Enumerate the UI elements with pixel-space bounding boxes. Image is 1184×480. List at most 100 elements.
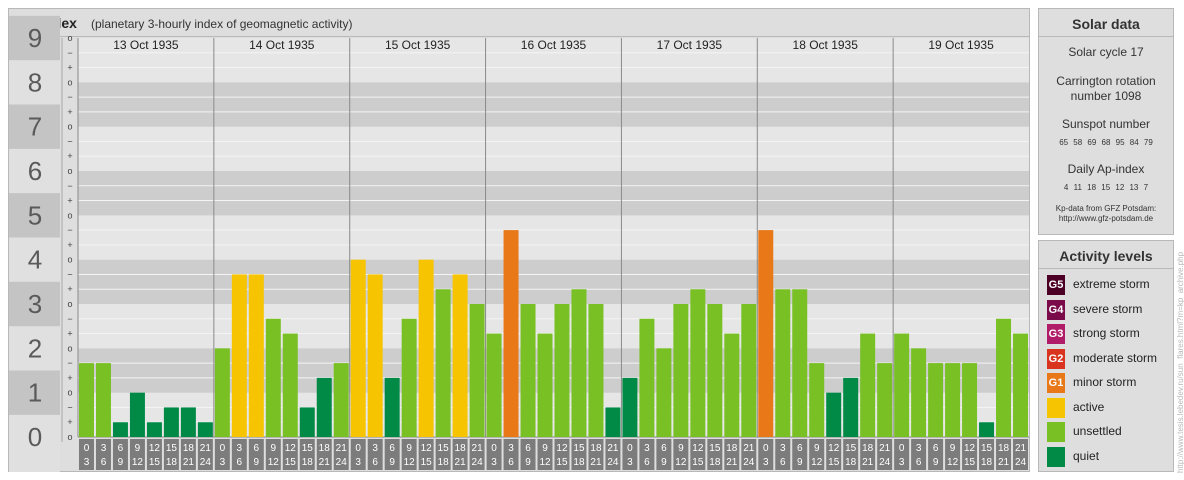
minor-tick-label: − — [67, 136, 72, 146]
interval-cell — [265, 439, 281, 470]
interval-start-label: 6 — [661, 443, 667, 454]
interval-end-label: 24 — [607, 457, 619, 468]
y-tick-band — [9, 281, 60, 327]
interval-end-label: 6 — [237, 457, 243, 468]
kp-bar — [605, 407, 621, 437]
interval-start-label: 12 — [556, 443, 568, 454]
interval-cell — [316, 439, 332, 470]
interval-start-label: 21 — [879, 443, 891, 454]
interval-end-label: 18 — [845, 457, 857, 468]
daily-ap-title: Daily Ap-index — [1067, 162, 1145, 176]
kp-band-8 — [78, 38, 1029, 83]
interval-start-label: 3 — [644, 443, 650, 454]
kp-bar — [843, 377, 859, 437]
y-tick-label: 1 — [28, 378, 42, 408]
interval-start-label: 9 — [406, 443, 412, 454]
legend-label: strong storm — [1073, 326, 1140, 340]
y-tick-label: 6 — [28, 156, 42, 186]
chart-subtitle: (planetary 3-hourly index of geomagnetic… — [91, 17, 353, 31]
interval-cell — [639, 439, 655, 470]
kp-bar — [214, 348, 230, 437]
legend-label: active — [1073, 399, 1105, 414]
kp-bar — [792, 289, 808, 437]
interval-start-label: 12 — [828, 443, 840, 454]
kp-bar — [146, 422, 162, 437]
interval-end-label: 9 — [933, 457, 939, 468]
interval-end-label: 21 — [998, 457, 1010, 468]
interval-start-label: 3 — [916, 443, 922, 454]
interval-start-label: 9 — [135, 443, 141, 454]
legend-label: unsettled — [1073, 424, 1122, 438]
interval-end-label: 9 — [797, 457, 803, 468]
solar-data-title: Solar data — [1072, 16, 1140, 32]
legend-label: moderate storm — [1073, 350, 1158, 365]
interval-cell — [231, 439, 247, 470]
minor-tick-label: − — [67, 269, 72, 279]
kp-bar — [469, 304, 485, 437]
data-source-link[interactable]: http://www.gfz-potsdam.de — [1058, 214, 1154, 223]
interval-start-label: 12 — [149, 443, 161, 454]
interval-end-label: 12 — [947, 457, 959, 468]
kp-bar — [350, 259, 366, 437]
interval-start-label: 9 — [271, 443, 277, 454]
interval-cell — [79, 439, 94, 470]
interval-cell — [469, 439, 485, 470]
interval-start-label: 6 — [933, 443, 939, 454]
kp-bar — [911, 348, 927, 437]
solar-cycle: Solar cycle 17 — [1068, 45, 1144, 59]
minor-tick-label: o — [67, 166, 72, 176]
interval-start-label: 0 — [491, 443, 497, 454]
legend-label: severe storm — [1073, 301, 1143, 316]
interval-start-label: 12 — [285, 443, 297, 454]
day-label: 16 Oct 1935 — [521, 38, 587, 52]
interval-start-label: 0 — [627, 443, 633, 454]
interval-end-label: 21 — [726, 457, 738, 468]
kp-bar — [418, 259, 434, 437]
interval-cell — [928, 439, 944, 470]
interval-end-label: 3 — [355, 457, 361, 468]
interval-start-label: 3 — [237, 443, 243, 454]
kp-bar — [537, 333, 553, 437]
interval-cell — [826, 439, 842, 470]
interval-end-label: 12 — [675, 457, 687, 468]
interval-cell — [656, 439, 672, 470]
kp-bar — [163, 407, 179, 437]
activity-levels-panel: Activity levels G5 extreme storm G4 severe … — [1038, 240, 1174, 472]
minor-tick-label: + — [67, 329, 72, 339]
minor-tick-label: + — [67, 373, 72, 383]
interval-cell — [163, 439, 179, 470]
source-credit: http://www.tesis.lebedev.ru/sun_flares.h… — [1176, 251, 1184, 473]
y-tick-label: 3 — [28, 289, 42, 319]
minor-tick-label: − — [67, 92, 72, 102]
kp-bar — [520, 304, 536, 437]
interval-cell — [418, 439, 434, 470]
interval-end-label: 3 — [491, 457, 497, 468]
interval-end-label: 15 — [421, 457, 433, 468]
interval-cell — [554, 439, 570, 470]
day-label: 14 Oct 1935 — [249, 38, 315, 52]
kp-band-5 — [78, 171, 1029, 216]
day-label: 17 Oct 1935 — [657, 38, 723, 52]
minor-tick-label: o — [67, 122, 72, 132]
kp-band-3 — [78, 259, 1029, 304]
interval-cell — [333, 439, 349, 470]
carrington-rotation-label: Carrington rotation — [1056, 74, 1156, 88]
minor-tick-label: o — [67, 33, 72, 43]
interval-start-label: 15 — [573, 443, 585, 454]
kp-bar — [486, 333, 502, 437]
day-label: 13 Oct 1935 — [113, 38, 179, 52]
interval-cell — [673, 439, 689, 470]
kp-bar — [333, 363, 349, 437]
kp-bar — [758, 230, 774, 437]
y-tick-label: 0 — [28, 422, 42, 452]
data-source-label: Kp-data from GFZ Potsdam: — [1055, 204, 1157, 213]
interval-start-label: 12 — [964, 443, 976, 454]
kp-bar — [180, 407, 196, 437]
minor-tick-label: − — [67, 402, 72, 412]
interval-end-label: 18 — [438, 457, 450, 468]
y-tick-band — [9, 104, 60, 149]
interval-cell — [877, 439, 893, 470]
interval-start-label: 21 — [1015, 443, 1027, 454]
kp-bar — [945, 363, 961, 437]
minor-tick-label: o — [67, 388, 72, 398]
